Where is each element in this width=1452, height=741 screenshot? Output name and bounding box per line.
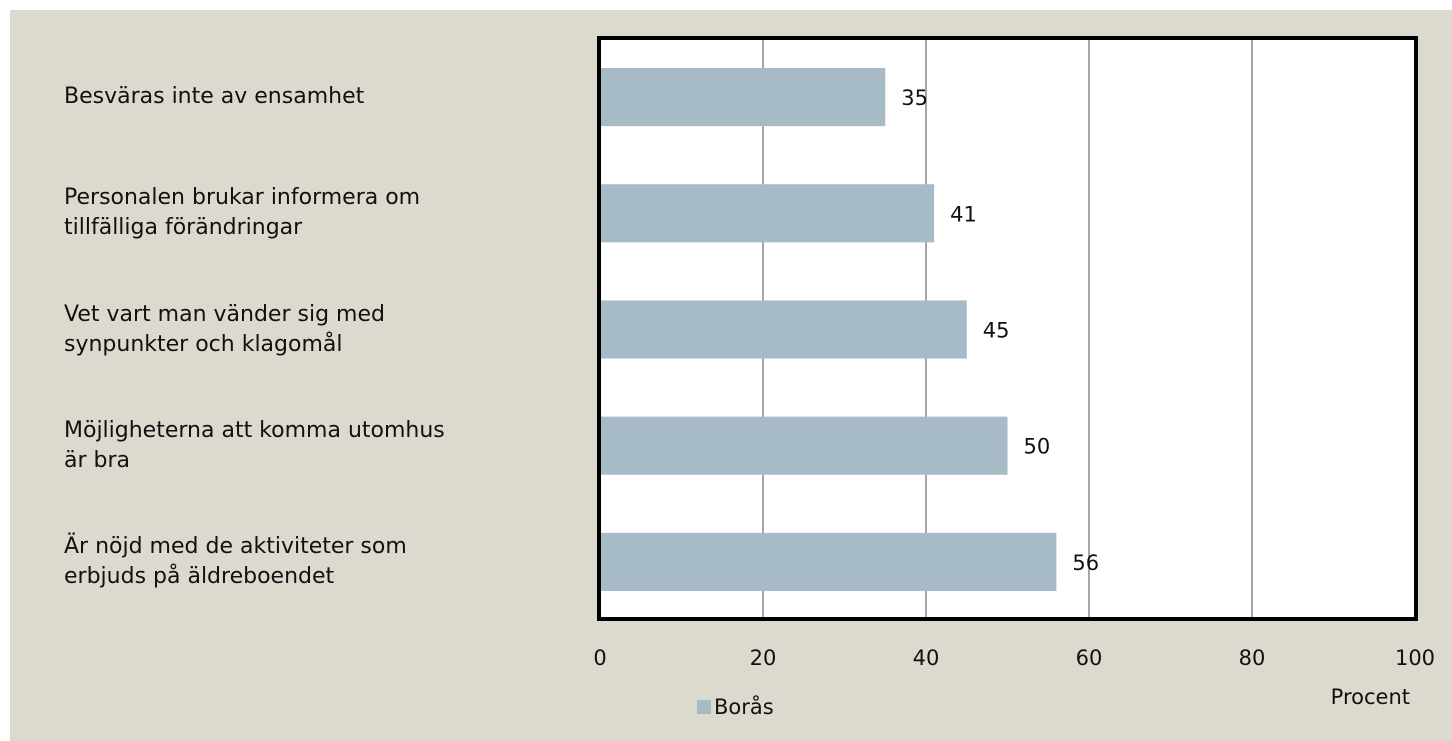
x-tick-label: 0 xyxy=(593,646,606,670)
data-label: 45 xyxy=(983,319,1010,343)
bar xyxy=(600,68,886,127)
x-tick-label: 100 xyxy=(1395,646,1435,670)
data-label: 56 xyxy=(1072,551,1099,575)
y-tick-label: Vet vart man vänder sig med synpunkter o… xyxy=(64,301,385,357)
bar xyxy=(600,532,1057,591)
data-label: 41 xyxy=(950,202,977,226)
x-tick-label: 20 xyxy=(750,646,777,670)
legend-label: Borås xyxy=(714,694,774,719)
y-tick-label: Besväras inte av ensamhet xyxy=(64,84,365,110)
legend-swatch xyxy=(697,700,711,714)
y-tick-label: Möjligheterna att komma utomhus är bra xyxy=(64,417,445,473)
x-axis-label: Procent xyxy=(1331,685,1410,709)
x-tick-label: 60 xyxy=(1076,646,1103,670)
y-tick-label: Personalen brukar informera om tillfälli… xyxy=(64,185,421,241)
x-tick-label: 80 xyxy=(1239,646,1266,670)
bar xyxy=(600,184,935,243)
data-label: 35 xyxy=(901,86,928,110)
bar xyxy=(600,300,967,359)
x-tick-label: 40 xyxy=(913,646,940,670)
plot-border xyxy=(597,36,1418,621)
y-tick-label: Är nöjd med de aktiviteter som erbjuds p… xyxy=(64,533,407,589)
data-label: 50 xyxy=(1024,435,1051,459)
bars xyxy=(600,68,1057,591)
bar xyxy=(600,416,1008,475)
